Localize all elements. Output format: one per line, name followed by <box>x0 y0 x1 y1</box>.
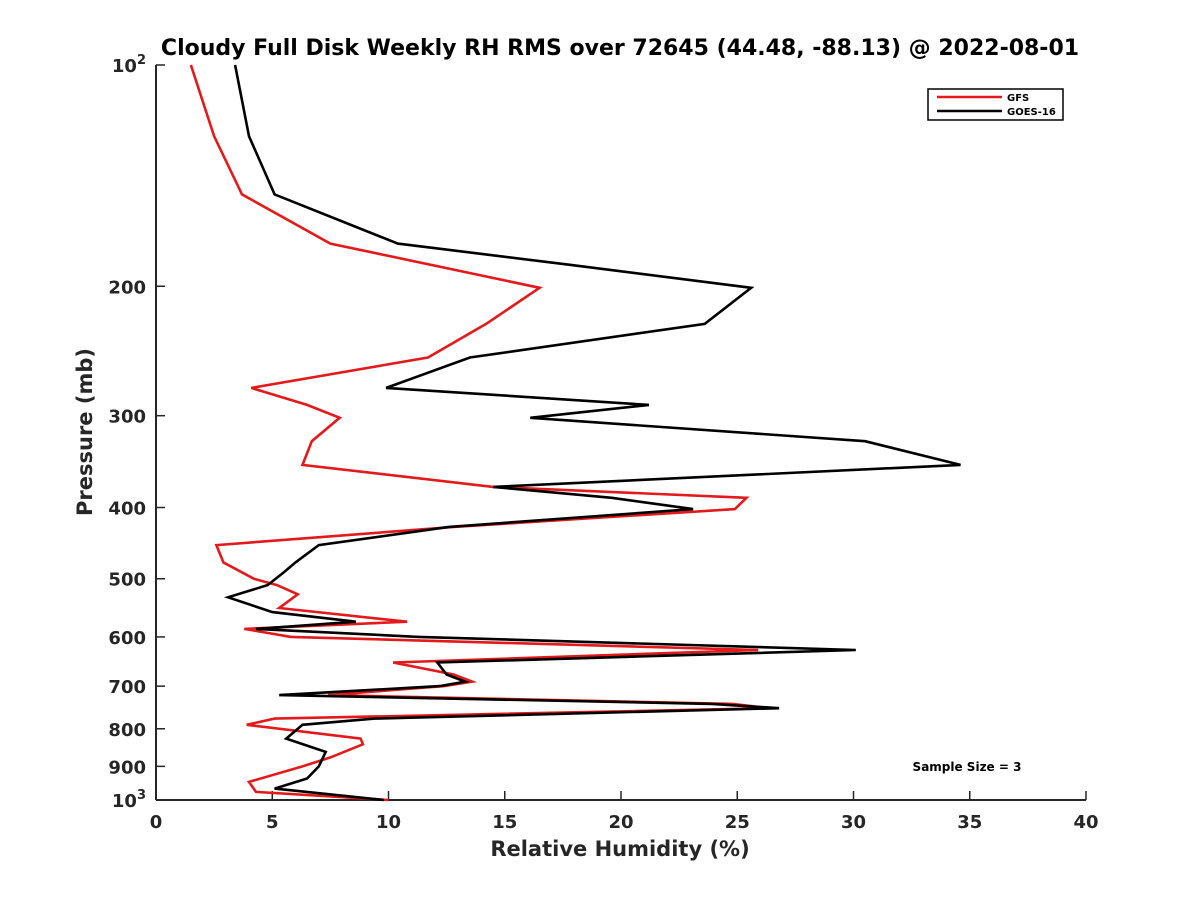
y-axis-title: Pressure (mb) <box>73 348 97 516</box>
legend-label: GFS <box>1007 93 1029 104</box>
axes: 0 5 10 15 20 25 30 35 40 102 200 300 400 500 600 700 800… <box>108 53 1098 833</box>
chart-title: Cloudy Full Disk Weekly RH RMS over 7264… <box>161 36 1079 61</box>
y-tick-label: 103 <box>112 788 146 812</box>
x-tick-label: 35 <box>957 812 982 833</box>
x-tick-label: 5 <box>266 812 279 833</box>
y-tick-label: 400 <box>108 499 146 520</box>
x-tick-label: 20 <box>608 812 633 833</box>
legend-box <box>927 88 1064 121</box>
y-tick-label: 500 <box>108 570 146 591</box>
x-tick-label: 40 <box>1073 812 1098 833</box>
y-tick-label: 900 <box>108 757 146 778</box>
y-tick-label: 300 <box>108 407 146 428</box>
series-line-goes-16 <box>223 64 961 802</box>
x-axis-title: Relative Humidity (%) <box>490 837 749 861</box>
y-tick-label: 200 <box>108 277 146 298</box>
series-layer <box>189 64 961 802</box>
x-tick-label: 30 <box>841 812 866 833</box>
x-tick-label: 0 <box>150 812 163 833</box>
x-tick-label: 10 <box>376 812 401 833</box>
y-tick-label: 102 <box>112 53 146 77</box>
series-line-gfs <box>189 64 770 802</box>
sample-size-annotation: Sample Size = 3 <box>913 760 1022 774</box>
y-tick-label: 800 <box>108 720 146 741</box>
x-tick-label: 25 <box>725 812 750 833</box>
y-tick-label: 700 <box>108 677 146 698</box>
y-tick-label: 600 <box>108 628 146 649</box>
legend-label: GOES-16 <box>1007 107 1056 118</box>
legend: GFS GOES-16 <box>927 88 1064 121</box>
x-tick-label: 15 <box>492 812 517 833</box>
